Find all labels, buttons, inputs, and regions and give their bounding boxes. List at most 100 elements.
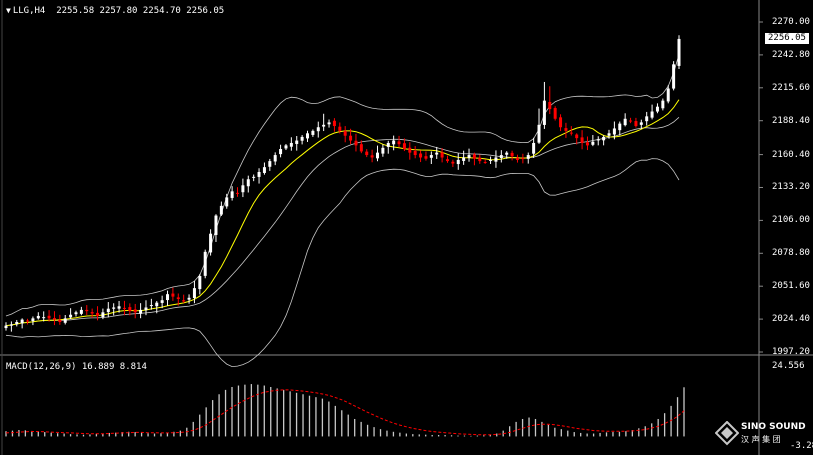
candle-body — [585, 142, 589, 146]
candle-body — [354, 140, 358, 146]
macd-signal-line — [5, 389, 685, 436]
candle-body — [9, 324, 13, 326]
candle-body — [634, 121, 638, 127]
candle-body — [435, 152, 439, 155]
chart-header[interactable]: ▼ LLG,H4 2255.58 2257.80 2254.70 2256.05 — [6, 6, 224, 16]
upper-band — [5, 54, 680, 317]
candle-body — [462, 157, 466, 161]
price-axis-label: 2160.40 — [772, 149, 810, 160]
candle-body — [155, 302, 159, 307]
logo-subtitle: 汉 声 集 团 — [741, 435, 781, 444]
price-axis-label: 2106.00 — [772, 215, 810, 226]
candle-body — [31, 318, 35, 321]
candle-body — [548, 101, 552, 110]
candle-body — [645, 116, 649, 122]
candle-body — [20, 319, 24, 324]
candle-body — [472, 154, 476, 159]
candle-body — [192, 288, 196, 299]
candle-body — [160, 300, 164, 303]
candle-body — [413, 150, 417, 156]
candle-body — [128, 307, 132, 312]
candle-body — [397, 141, 401, 145]
candle-body — [580, 137, 584, 143]
candle-body — [144, 307, 148, 311]
candle-body — [591, 141, 595, 145]
candle-body — [359, 144, 363, 152]
candle-body — [209, 233, 213, 253]
candle-body — [402, 143, 406, 150]
candle-body — [445, 159, 449, 162]
macd-title: MACD(12,26,9) 16.889 8.814 — [6, 362, 147, 372]
macd-axis-max: 24.556 — [772, 361, 805, 371]
candle-body — [90, 312, 94, 314]
candle-body — [569, 132, 573, 134]
candle-body — [122, 307, 126, 309]
candle-body — [629, 120, 633, 122]
candle-body — [349, 135, 353, 141]
candle-body — [526, 155, 530, 159]
candle-body — [424, 156, 428, 159]
symbol-label: LLG,H4 — [12, 6, 46, 16]
candle-body — [655, 106, 659, 112]
candle-body — [515, 157, 519, 160]
candle-body — [306, 133, 310, 139]
candle-body — [262, 167, 266, 173]
candle-body — [419, 153, 423, 158]
candle-body — [268, 161, 272, 167]
candle-body — [284, 145, 288, 149]
ohlc-values: 2255.58 2257.80 2254.70 2256.05 — [56, 6, 225, 16]
candle-body — [494, 157, 498, 162]
logo-mark-icon — [715, 421, 739, 446]
candle-body — [149, 305, 153, 307]
candle-body — [198, 276, 202, 290]
candle-body — [236, 192, 240, 194]
candle-body — [273, 155, 277, 162]
candle-body — [69, 314, 73, 318]
lower-band — [5, 158, 680, 368]
price-axis-label: 2215.60 — [772, 82, 810, 93]
candle-body — [650, 111, 654, 118]
candle-body — [456, 159, 460, 165]
candle-body — [575, 134, 579, 139]
price-axis-label: 2024.40 — [772, 314, 810, 325]
candle-body — [440, 152, 444, 158]
candle-body — [596, 139, 600, 141]
dropdown-triangle-icon[interactable]: ▼ — [6, 6, 11, 15]
candle-body — [408, 147, 412, 153]
candle-body — [661, 100, 665, 109]
candle-body — [52, 318, 56, 320]
candle-body — [510, 152, 514, 157]
price-axis-label: 2270.00 — [772, 17, 810, 27]
candle-body — [257, 172, 261, 177]
candle-body — [612, 128, 616, 135]
candle-body — [101, 312, 105, 318]
candle-body — [338, 126, 342, 131]
candle-body — [47, 315, 51, 319]
candle-body — [542, 100, 546, 125]
candle-body — [467, 155, 471, 158]
candle-body — [559, 117, 563, 128]
signal-path — [5, 389, 685, 436]
candle-body — [225, 197, 229, 207]
candle-body — [381, 147, 385, 154]
candle-body — [230, 191, 234, 198]
candle-body — [139, 309, 143, 314]
candle-body — [63, 318, 67, 323]
candle-body — [182, 300, 186, 302]
candle-body — [106, 308, 110, 313]
candle-body — [489, 159, 493, 161]
macd-histogram — [5, 384, 685, 437]
price-axis-label: 2078.80 — [772, 248, 810, 259]
candle-body — [666, 88, 670, 102]
candle-body — [564, 128, 568, 131]
candle-body — [4, 325, 8, 329]
candle-body — [386, 142, 390, 147]
candle-body — [26, 320, 30, 322]
candle-body — [607, 133, 611, 136]
candle-body — [618, 123, 622, 131]
candle-body — [332, 120, 336, 127]
moving-average-line — [5, 99, 680, 327]
candle-body — [133, 309, 137, 313]
